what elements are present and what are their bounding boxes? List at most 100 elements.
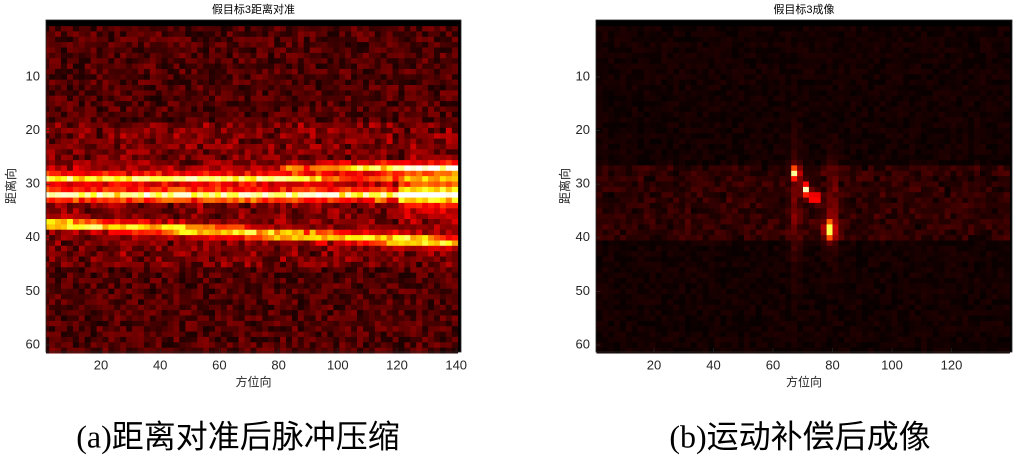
- heat-cell: [138, 149, 144, 155]
- heat-cell: [614, 26, 620, 32]
- heat-cell: [203, 48, 209, 54]
- heat-cell: [168, 37, 174, 43]
- heat-cell: [357, 90, 363, 96]
- heat-cell: [428, 289, 434, 295]
- y-tick-label: 50: [26, 283, 40, 298]
- heat-cell: [162, 267, 168, 273]
- heat-cell: [239, 235, 245, 241]
- heat-cell: [620, 58, 626, 64]
- heat-cell: [440, 235, 446, 241]
- heat-cell: [446, 74, 452, 80]
- heat-cell: [650, 332, 656, 338]
- heat-cell: [156, 160, 162, 166]
- heat-cell: [197, 203, 203, 209]
- heat-cell: [73, 241, 79, 247]
- heat-cell: [138, 128, 144, 134]
- heat-cell: [393, 74, 399, 80]
- heat-cell: [91, 96, 97, 102]
- heat-cell: [661, 80, 667, 86]
- heat-cell: [120, 31, 126, 37]
- heat-cell: [215, 117, 221, 123]
- heat-cell: [251, 332, 257, 338]
- heat-cell: [97, 53, 103, 59]
- heat-cell: [602, 182, 608, 188]
- heat-cell: [387, 321, 393, 327]
- heat-cell: [280, 203, 286, 209]
- heat-cell: [256, 26, 262, 32]
- heat-cell: [339, 310, 345, 316]
- heat-cell: [227, 289, 233, 295]
- heat-cell: [191, 337, 197, 343]
- heat-cell: [55, 37, 61, 43]
- heat-cell: [638, 149, 644, 155]
- heat-cell: [156, 342, 162, 348]
- heat-cell: [103, 283, 109, 289]
- heat-cell: [162, 283, 168, 289]
- heat-cell: [138, 165, 144, 171]
- heat-cell: [185, 160, 191, 166]
- heat-cell: [91, 214, 97, 220]
- heat-cell: [351, 31, 357, 37]
- heat-cell: [422, 224, 428, 230]
- heat-cell: [55, 224, 61, 230]
- heat-cell: [191, 310, 197, 316]
- heat-cell: [168, 235, 174, 241]
- heat-cell: [251, 299, 257, 305]
- heat-cell: [156, 101, 162, 107]
- heat-cell: [602, 283, 608, 289]
- heat-cell: [262, 337, 268, 343]
- heat-cell: [251, 198, 257, 204]
- heat-cell: [381, 257, 387, 263]
- heat-cell: [132, 192, 138, 198]
- heat-cell: [620, 257, 626, 263]
- heat-cell: [203, 187, 209, 193]
- heat-cell: [434, 96, 440, 102]
- heat-cell: [67, 214, 73, 220]
- heat-cell: [357, 208, 363, 214]
- heat-cell: [85, 198, 91, 204]
- heat-cell: [327, 230, 333, 236]
- heat-cell: [440, 214, 446, 220]
- heat-cell: [156, 294, 162, 300]
- heat-cell: [251, 241, 257, 247]
- heat-cell: [387, 182, 393, 188]
- heat-cell: [602, 299, 608, 305]
- heat-cell: [620, 294, 626, 300]
- heat-cell: [369, 278, 375, 284]
- heat-cell: [55, 294, 61, 300]
- heat-cell: [298, 48, 304, 54]
- heat-cell: [215, 139, 221, 145]
- heat-cell: [339, 235, 345, 241]
- heat-cell: [650, 139, 656, 145]
- heat-cell: [209, 53, 215, 59]
- heat-cell: [620, 42, 626, 48]
- heat-cell: [203, 337, 209, 343]
- heat-cell: [97, 182, 103, 188]
- heat-cell: [614, 278, 620, 284]
- heat-cell: [614, 31, 620, 37]
- heat-cell: [120, 342, 126, 348]
- heat-cell: [91, 155, 97, 161]
- heat-cell: [614, 246, 620, 252]
- heat-cell: [197, 187, 203, 193]
- heat-cell: [632, 257, 638, 263]
- heat-cell: [203, 155, 209, 161]
- heat-cell: [114, 257, 120, 263]
- heat-cell: [126, 278, 132, 284]
- heat-cell: [73, 58, 79, 64]
- heat-cell: [638, 182, 644, 188]
- heat-cell: [144, 214, 150, 220]
- x-tick-label: 60: [212, 357, 226, 372]
- heat-cell: [85, 203, 91, 209]
- heat-cell: [203, 53, 209, 59]
- heat-cell: [428, 219, 434, 225]
- heat-cell: [410, 299, 416, 305]
- heat-cell: [280, 101, 286, 107]
- heat-cell: [280, 123, 286, 129]
- heat-cell: [55, 299, 61, 305]
- heat-cell: [85, 160, 91, 166]
- heat-cell: [422, 273, 428, 279]
- heat-cell: [203, 107, 209, 113]
- heat-cell: [114, 101, 120, 107]
- heat-cell: [185, 80, 191, 86]
